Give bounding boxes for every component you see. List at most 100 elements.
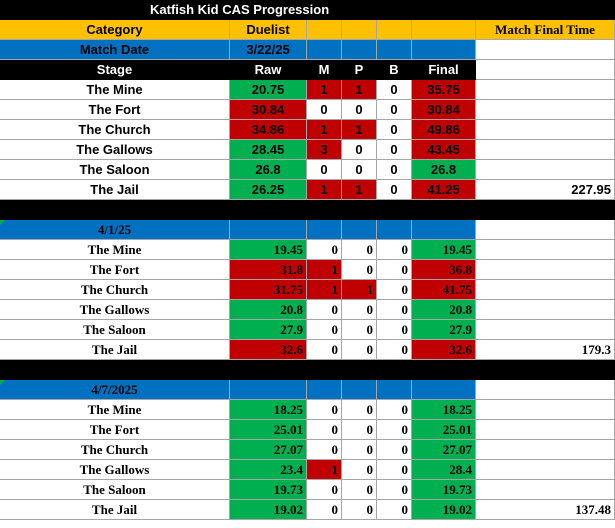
category-empty-p[interactable]: [342, 20, 377, 40]
stage-name[interactable]: The Church: [0, 440, 230, 460]
column-header-m[interactable]: M: [307, 60, 342, 80]
miss-count[interactable]: 0: [307, 480, 342, 500]
column-header-b[interactable]: B: [377, 60, 412, 80]
raw-time[interactable]: 27.07: [230, 440, 307, 460]
procedural-count[interactable]: 0: [342, 440, 377, 460]
miss-count[interactable]: 0: [307, 340, 342, 360]
miss-count[interactable]: 1: [307, 80, 342, 100]
final-time[interactable]: 19.73: [412, 480, 476, 500]
final-time[interactable]: 35.75: [412, 80, 476, 100]
raw-time[interactable]: 20.8: [230, 300, 307, 320]
raw-time[interactable]: 23.4: [230, 460, 307, 480]
raw-time[interactable]: 26.8: [230, 160, 307, 180]
raw-time[interactable]: 25.01: [230, 420, 307, 440]
final-time[interactable]: 41.75: [412, 280, 476, 300]
column-header-stage[interactable]: Stage: [0, 60, 230, 80]
category-empty-final[interactable]: [412, 20, 476, 40]
miss-count[interactable]: 1: [307, 460, 342, 480]
raw-time[interactable]: 26.25: [230, 180, 307, 200]
final-time[interactable]: 20.8: [412, 300, 476, 320]
time-empty[interactable]: [476, 160, 615, 180]
final-time[interactable]: 30.84: [412, 100, 476, 120]
category-empty-b[interactable]: [377, 20, 412, 40]
bonus-count[interactable]: 0: [377, 80, 412, 100]
category-value[interactable]: Duelist: [230, 20, 307, 40]
stage-name[interactable]: The Jail: [0, 500, 230, 520]
procedural-count[interactable]: 0: [342, 100, 377, 120]
date-empty-b[interactable]: [377, 220, 412, 240]
bonus-count[interactable]: 0: [377, 280, 412, 300]
bonus-count[interactable]: 0: [377, 160, 412, 180]
match-final-time[interactable]: 179.3: [476, 340, 615, 360]
raw-time[interactable]: 30.84: [230, 100, 307, 120]
bonus-count[interactable]: 0: [377, 460, 412, 480]
stage-name[interactable]: The Church: [0, 120, 230, 140]
date-empty-time[interactable]: [476, 220, 615, 240]
final-time[interactable]: 41.25: [412, 180, 476, 200]
miss-count[interactable]: 0: [307, 500, 342, 520]
date-empty-final[interactable]: [412, 380, 476, 400]
miss-count[interactable]: 0: [307, 320, 342, 340]
match-final-time[interactable]: 227.95: [476, 180, 615, 200]
date-empty-m[interactable]: [307, 220, 342, 240]
bonus-count[interactable]: 0: [377, 320, 412, 340]
procedural-count[interactable]: 1: [342, 80, 377, 100]
bonus-count[interactable]: 0: [377, 480, 412, 500]
miss-count[interactable]: 1: [307, 120, 342, 140]
date-empty-p[interactable]: [342, 40, 377, 60]
miss-count[interactable]: 0: [307, 160, 342, 180]
bonus-count[interactable]: 0: [377, 100, 412, 120]
procedural-count[interactable]: 0: [342, 420, 377, 440]
time-empty[interactable]: [476, 100, 615, 120]
match-date-label[interactable]: Match Date: [0, 40, 230, 60]
procedural-count[interactable]: 0: [342, 300, 377, 320]
stage-name[interactable]: The Jail: [0, 340, 230, 360]
time-empty[interactable]: [476, 460, 615, 480]
final-time[interactable]: 19.45: [412, 240, 476, 260]
match-date-empty[interactable]: [230, 380, 307, 400]
stage-name[interactable]: The Gallows: [0, 140, 230, 160]
stage-name[interactable]: The Fort: [0, 100, 230, 120]
stage-name[interactable]: The Saloon: [0, 160, 230, 180]
bonus-count[interactable]: 0: [377, 180, 412, 200]
column-header-final[interactable]: Final: [412, 60, 476, 80]
raw-time[interactable]: 32.6: [230, 340, 307, 360]
miss-count[interactable]: 3: [307, 140, 342, 160]
raw-time[interactable]: 27.9: [230, 320, 307, 340]
time-empty[interactable]: [476, 80, 615, 100]
time-empty[interactable]: [476, 120, 615, 140]
miss-count[interactable]: 0: [307, 300, 342, 320]
final-time[interactable]: 19.02: [412, 500, 476, 520]
procedural-count[interactable]: 0: [342, 160, 377, 180]
column-header-p[interactable]: P: [342, 60, 377, 80]
stage-name[interactable]: The Gallows: [0, 300, 230, 320]
match-final-time[interactable]: 137.48: [476, 500, 615, 520]
time-empty[interactable]: [476, 400, 615, 420]
procedural-count[interactable]: 1: [342, 280, 377, 300]
stage-name[interactable]: The Fort: [0, 420, 230, 440]
final-time[interactable]: 32.6: [412, 340, 476, 360]
miss-count[interactable]: 0: [307, 100, 342, 120]
bonus-count[interactable]: 0: [377, 420, 412, 440]
date-empty-time[interactable]: [476, 380, 615, 400]
bonus-count[interactable]: 0: [377, 260, 412, 280]
date-empty-b[interactable]: [377, 380, 412, 400]
final-time[interactable]: 18.25: [412, 400, 476, 420]
raw-time[interactable]: 31.8: [230, 260, 307, 280]
stage-name[interactable]: The Saloon: [0, 480, 230, 500]
match-date-value[interactable]: 4/1/25: [0, 220, 230, 240]
procedural-count[interactable]: 0: [342, 140, 377, 160]
procedural-count[interactable]: 0: [342, 480, 377, 500]
stage-name[interactable]: The Mine: [0, 400, 230, 420]
raw-time[interactable]: 34.86: [230, 120, 307, 140]
stage-name[interactable]: The Jail: [0, 180, 230, 200]
match-final-time-header[interactable]: Match Final Time: [476, 20, 615, 40]
stage-name[interactable]: The Gallows: [0, 460, 230, 480]
category-label[interactable]: Category: [0, 20, 230, 40]
final-time[interactable]: 25.01: [412, 420, 476, 440]
time-empty[interactable]: [476, 140, 615, 160]
match-date-value[interactable]: 3/22/25: [230, 40, 307, 60]
bonus-count[interactable]: 0: [377, 120, 412, 140]
time-empty[interactable]: [476, 300, 615, 320]
raw-time[interactable]: 28.45: [230, 140, 307, 160]
